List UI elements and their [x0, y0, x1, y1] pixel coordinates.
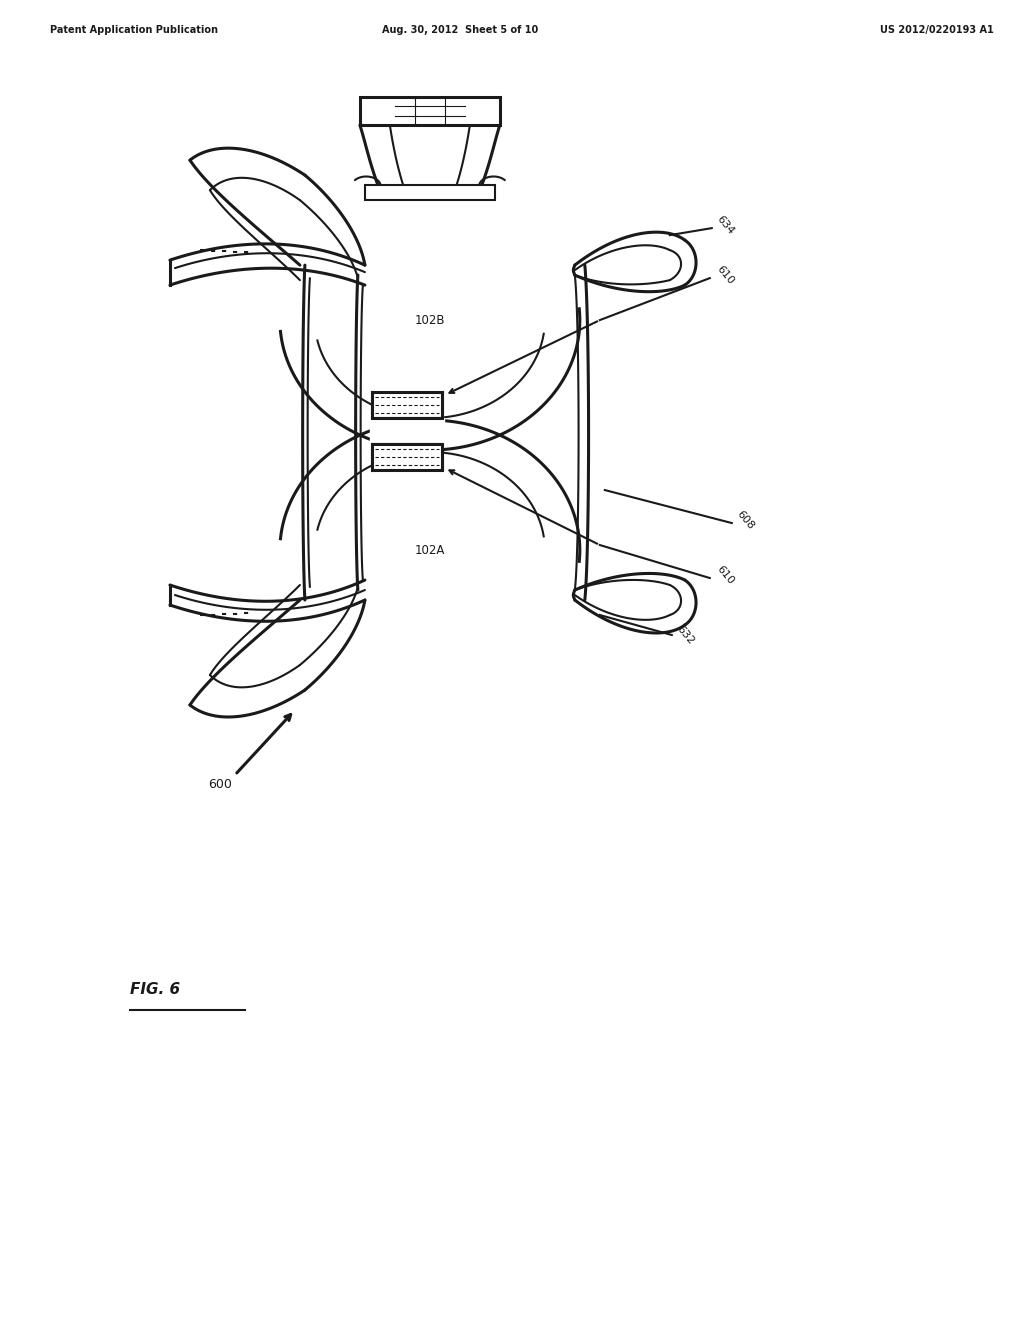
- Text: 610: 610: [715, 564, 736, 586]
- Text: 634: 634: [715, 214, 736, 236]
- Text: 608: 608: [735, 508, 756, 532]
- Text: FIG. 6: FIG. 6: [130, 982, 180, 998]
- Bar: [372, 392, 442, 418]
- Bar: [372, 444, 442, 470]
- Text: 600: 600: [208, 779, 231, 792]
- Text: 610: 610: [715, 264, 736, 286]
- Text: Aug. 30, 2012  Sheet 5 of 10: Aug. 30, 2012 Sheet 5 of 10: [382, 25, 538, 36]
- Text: 102B: 102B: [415, 314, 445, 326]
- Bar: [359, 98, 500, 125]
- Text: Patent Application Publication: Patent Application Publication: [50, 25, 218, 36]
- Text: US 2012/0220193 A1: US 2012/0220193 A1: [880, 25, 993, 36]
- Text: 102A: 102A: [415, 544, 445, 557]
- Bar: [365, 185, 495, 201]
- Text: 632: 632: [675, 624, 696, 647]
